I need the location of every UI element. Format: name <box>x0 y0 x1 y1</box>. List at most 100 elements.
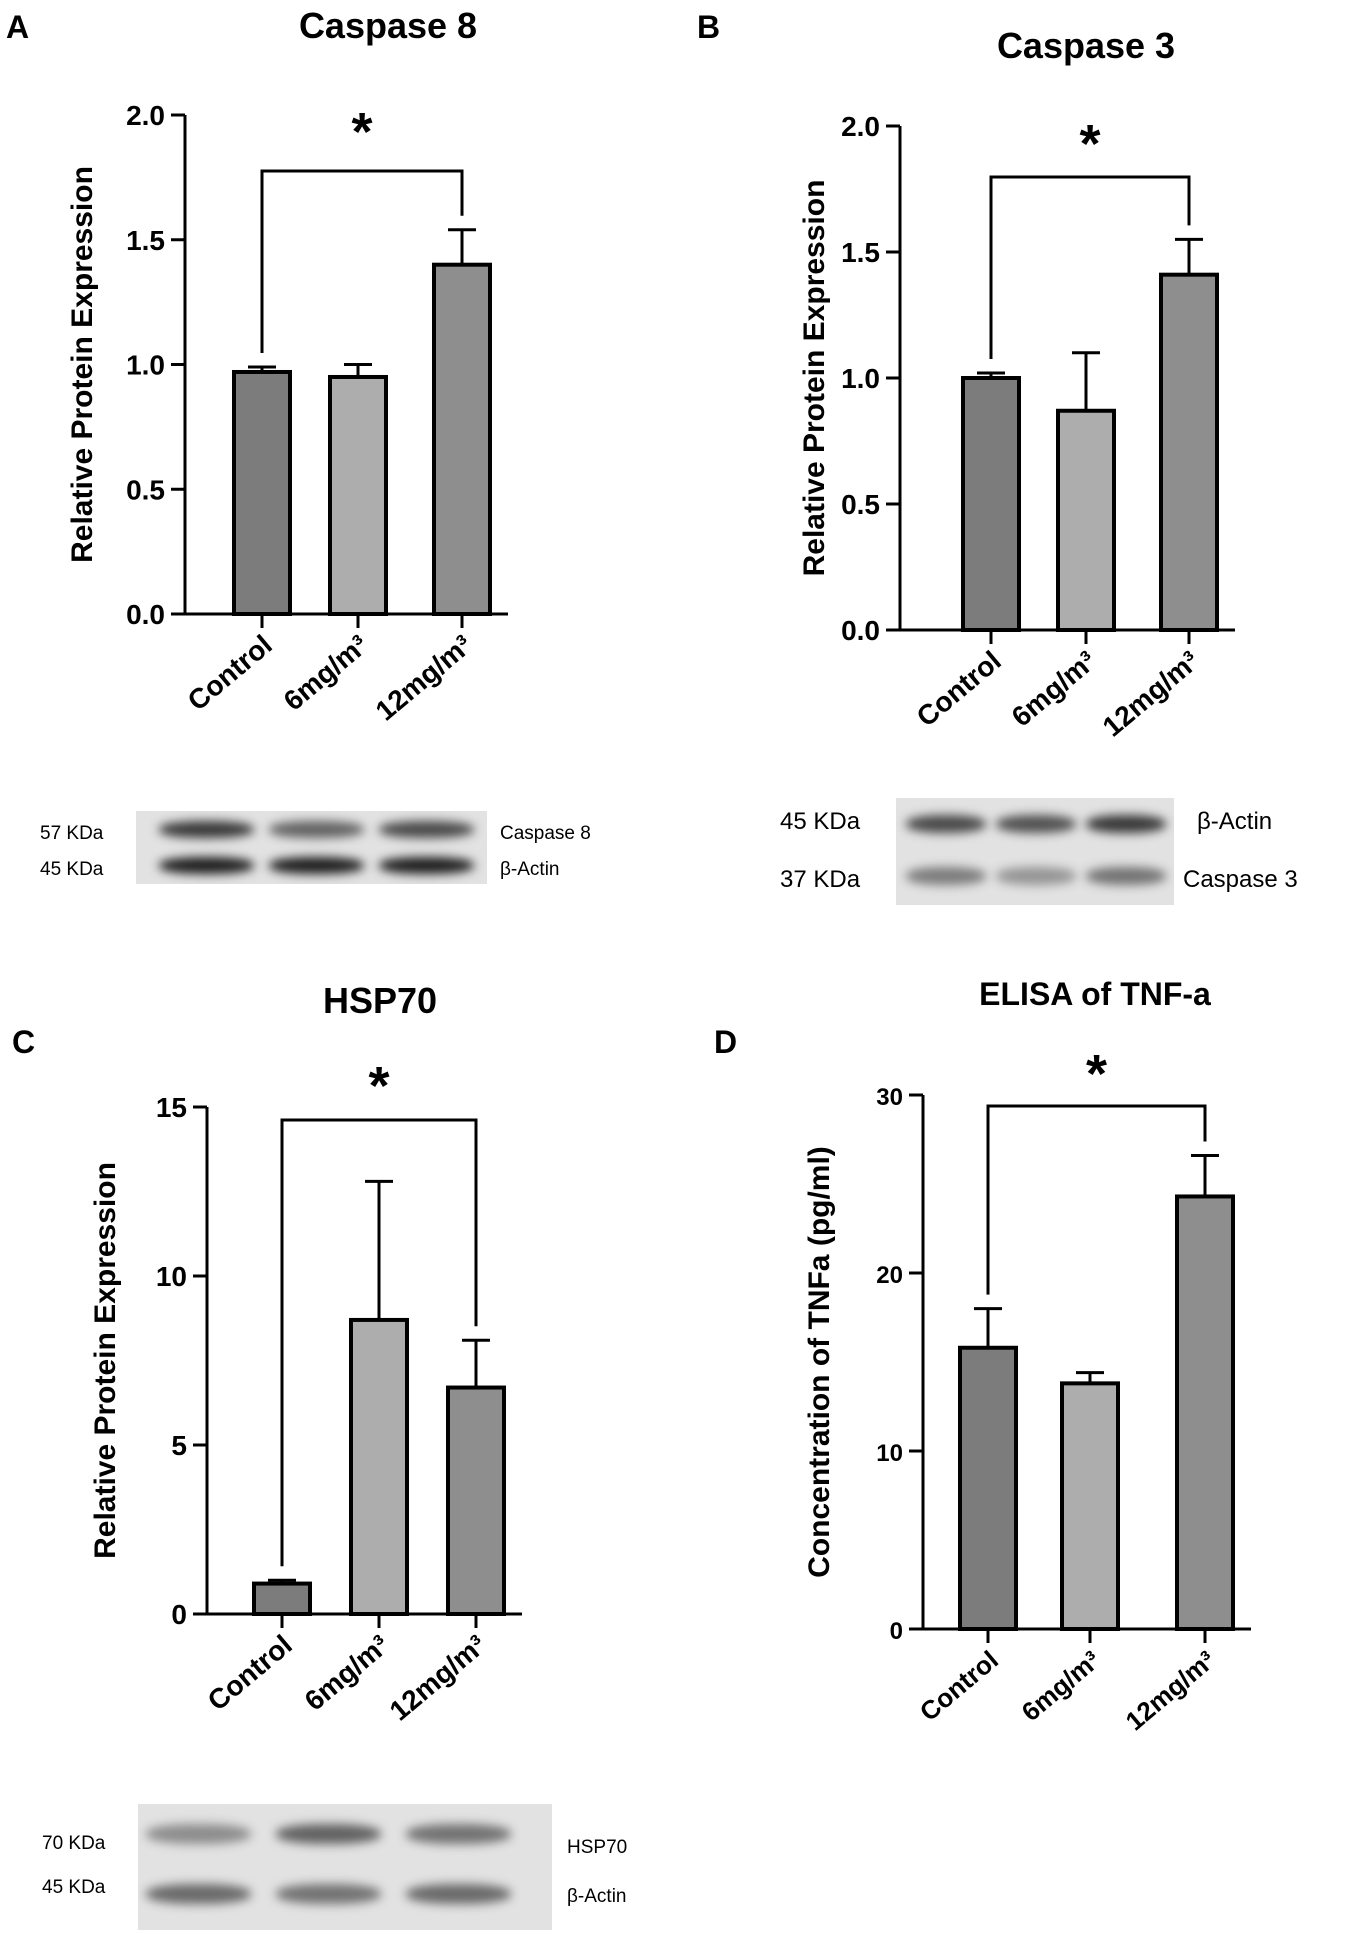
panel-b-chart: B Caspase 3 Relative Protein Expression 0.0… <box>697 9 1235 743</box>
panel-d-category-label: Control <box>914 1645 1004 1727</box>
panel-a-bar <box>328 374 388 616</box>
blot-band <box>268 856 364 874</box>
panel-d-bar <box>1175 1194 1235 1631</box>
panel-b-y-tick-label: 1.0 <box>841 363 880 394</box>
panel-c-bar <box>252 1581 312 1616</box>
panel-b-category-label: 6mg/m³ <box>1006 645 1102 733</box>
blot-band <box>1086 867 1166 885</box>
panel-b-y-tick-label: 2.0 <box>841 111 880 142</box>
blot-a-protein-2: β-Actin <box>500 859 560 880</box>
blot-c-protein-2: β-Actin <box>567 1886 627 1907</box>
panel-c-y-tick-label: 0 <box>171 1599 187 1630</box>
blot-band <box>405 1824 511 1844</box>
blot-band <box>268 820 364 838</box>
panel-c-ylabel: Relative Protein Expression <box>89 1162 122 1559</box>
blot-a-mw-2: 45 KDa <box>40 859 104 880</box>
panel-b-letter: B <box>697 9 720 45</box>
blot-band <box>275 1824 381 1844</box>
panel-a-y-tick-label: 1.5 <box>126 225 165 256</box>
blot-band <box>405 1884 511 1904</box>
blot-c-mw-1: 70 KDa <box>42 1833 106 1854</box>
blot-band <box>145 1824 251 1844</box>
panel-d-y-tick-label: 30 <box>876 1084 903 1111</box>
panel-c-letter: C <box>12 1024 35 1060</box>
panel-b-y-tick-label: 0.5 <box>841 489 880 520</box>
panel-a-y-tick-label: 2.0 <box>126 100 165 131</box>
panel-b-title: Caspase 3 <box>997 25 1175 66</box>
blot-band <box>378 820 474 838</box>
panel-d-significance-bracket <box>986 1104 1207 1295</box>
blot-b-protein-2: Caspase 3 <box>1183 866 1298 893</box>
panel-a-category-label: Control <box>182 629 278 717</box>
blot-band <box>1086 815 1166 833</box>
panel-b-significance-star: * <box>1079 114 1100 174</box>
panel-b-y-tick-label: 0.0 <box>841 615 880 646</box>
blot-panel-a <box>136 811 487 884</box>
panel-c-y-tick-label: 5 <box>171 1430 187 1461</box>
blot-c-protein-1: HSP70 <box>567 1837 628 1858</box>
panel-d-y-tick-label: 10 <box>876 1440 903 1467</box>
blot-panel-b <box>896 798 1174 905</box>
panel-a-ylabel: Relative Protein Expression <box>66 166 99 563</box>
panel-b-ylabel: Relative Protein Expression <box>798 180 831 577</box>
panel-b-y-tick-label: 1.5 <box>841 237 880 268</box>
panel-a-letter: A <box>6 9 29 45</box>
panel-a-significance-bracket <box>260 169 464 353</box>
panel-d-title: ELISA of TNF-a <box>979 976 1211 1012</box>
panel-c-y-tick-label: 10 <box>156 1261 187 1292</box>
panel-a-bar <box>432 262 492 616</box>
panel-b-bar <box>961 376 1021 632</box>
blot-band <box>996 867 1076 885</box>
panel-c-category-label: Control <box>202 1629 298 1717</box>
panel-d-letter: D <box>714 1024 737 1060</box>
panel-a-bar <box>232 369 292 616</box>
panel-a-y-tick-label: 0.0 <box>126 599 165 630</box>
panel-c-bar <box>349 1317 409 1616</box>
panel-a-category-label: 6mg/m³ <box>278 629 374 717</box>
panel-c-category-label: 12mg/m³ <box>384 1629 492 1727</box>
panel-d-y-tick-label: 0 <box>890 1618 903 1645</box>
panel-b-significance-bracket <box>989 175 1191 359</box>
blot-band <box>158 856 254 874</box>
panel-a-y-tick-label: 0.5 <box>126 474 165 505</box>
panel-d-bar <box>1060 1381 1120 1631</box>
panel-d-bar <box>958 1345 1018 1631</box>
panel-d-chart: D ELISA of TNF-a Concentration of TNFa (pg… <box>714 976 1251 1736</box>
panel-c-category-label: 6mg/m³ <box>299 1629 395 1717</box>
panel-b-bar <box>1056 408 1116 633</box>
blot-band <box>906 815 986 833</box>
panel-d-category-label: 12mg/m³ <box>1120 1644 1221 1736</box>
panel-c-bar <box>446 1385 506 1617</box>
panel-d-category-label: 6mg/m³ <box>1016 1644 1106 1727</box>
panel-c-significance-bracket <box>280 1118 478 1567</box>
panel-b-bar <box>1159 272 1219 632</box>
blot-b-mw-1: 45 KDa <box>780 808 861 835</box>
panel-c-chart: C HSP70 Relative Protein Expression 0 5 10 15 C… <box>12 980 522 1727</box>
panel-a-y-tick-label: 1.0 <box>126 350 165 381</box>
blot-band <box>996 815 1076 833</box>
blot-band <box>275 1884 381 1904</box>
panel-c-significance-star: * <box>368 1056 389 1116</box>
panel-b-category-label: 12mg/m³ <box>1097 645 1205 743</box>
panel-a-significance-star: * <box>351 102 372 162</box>
blot-band <box>378 856 474 874</box>
blot-band <box>906 867 986 885</box>
panel-d-y-tick-label: 20 <box>876 1262 903 1289</box>
panel-c-title: HSP70 <box>323 980 437 1021</box>
panel-a-title: Caspase 8 <box>299 5 477 46</box>
panel-a-chart: A Caspase 8 Relative Protein Expression 0.0… <box>6 5 508 727</box>
panel-d-ylabel: Concentration of TNFa (pg/ml) <box>803 1146 836 1578</box>
blot-b-protein-1: β-Actin <box>1197 808 1273 835</box>
panel-c-y-tick-label: 15 <box>156 1092 187 1123</box>
blot-b-mw-2: 37 KDa <box>780 866 861 893</box>
blot-band <box>145 1884 251 1904</box>
blot-a-protein-1: Caspase 8 <box>500 823 591 844</box>
blot-a-mw-1: 57 KDa <box>40 823 104 844</box>
panel-d-significance-star: * <box>1086 1044 1107 1104</box>
blot-c-mw-2: 45 KDa <box>42 1877 106 1898</box>
blot-panel-c <box>138 1804 552 1930</box>
panel-a-category-label: 12mg/m³ <box>370 629 478 727</box>
blot-band <box>158 820 254 838</box>
panel-b-category-label: Control <box>911 645 1007 733</box>
